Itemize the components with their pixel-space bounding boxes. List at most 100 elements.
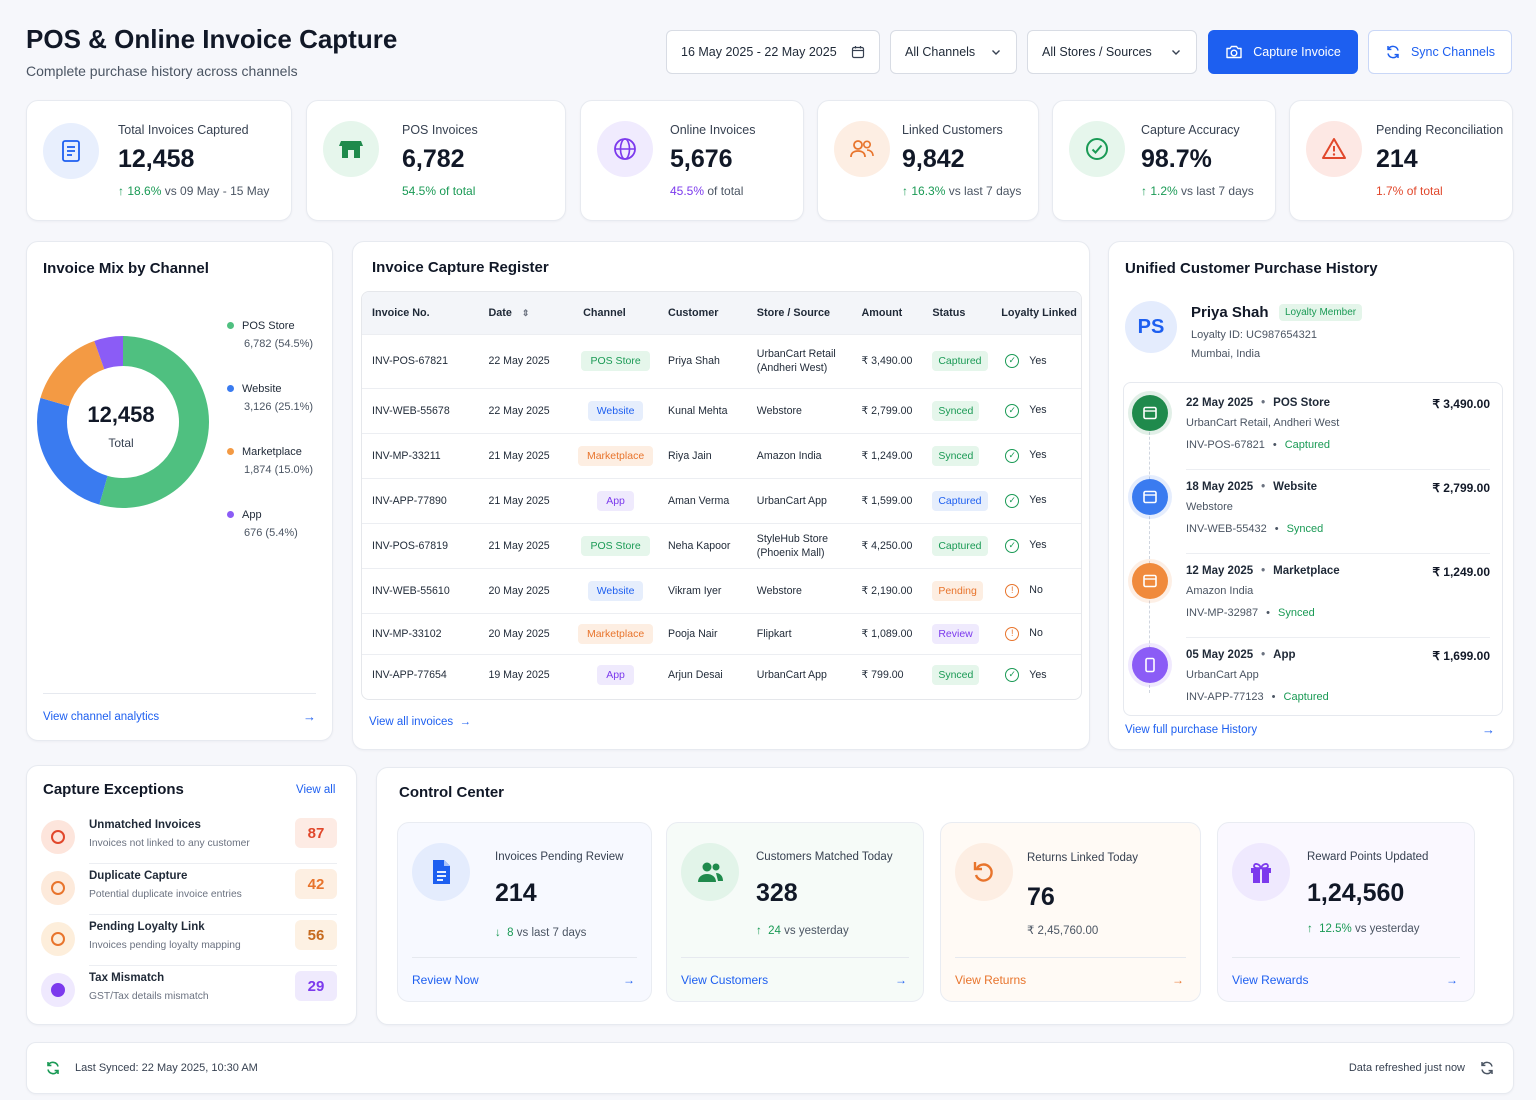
arrow-right-icon[interactable]: → xyxy=(1172,973,1184,987)
kpi-note: 1.7% of total xyxy=(1376,184,1443,198)
column-header-label: Channel xyxy=(583,306,626,319)
exception-title: Pending Loyalty Link xyxy=(89,921,205,933)
column-header: Invoice No. xyxy=(362,292,479,334)
cell-text: INV-POS-67819 xyxy=(372,539,448,552)
view-all-exceptions-link[interactable]: View all xyxy=(296,784,336,796)
arrow-right-icon[interactable]: → xyxy=(895,973,907,987)
sort-icon[interactable]: ⇕ xyxy=(521,307,530,318)
channel-filter[interactable]: All Channels xyxy=(890,30,1017,74)
channel-badge: POS Store xyxy=(581,535,650,556)
cell-text: UrbanCart Retail (Andheri West) xyxy=(756,348,836,374)
table-cell-channel: POS Store xyxy=(573,333,659,388)
table-row[interactable]: INV-WEB-55610 20 May 2025 Website Vikram Iy… xyxy=(362,567,1081,613)
history-invoice: INV-APP-77123 xyxy=(1186,691,1264,703)
loyalty-value: Yes xyxy=(1029,668,1047,681)
table-row[interactable]: INV-MP-33102 20 May 2025 Marketplace Pooja … xyxy=(362,612,1081,654)
card-title: Capture Exceptions xyxy=(43,781,184,798)
kpi-delta: 1.7% xyxy=(1376,184,1404,198)
table-cell-channel: Marketplace xyxy=(573,432,659,478)
history-item[interactable]: 12 May 2025 • Marketplace ₹ 1,249.00 Amazon … xyxy=(1124,563,1502,643)
table-row[interactable]: INV-WEB-55678 22 May 2025 Website Kunal Meh… xyxy=(362,387,1081,433)
capture-invoice-button[interactable]: Capture Invoice xyxy=(1208,30,1358,74)
history-header: 22 May 2025 • POS Store xyxy=(1186,397,1330,409)
view-returns-link[interactable]: View Returns xyxy=(955,973,1027,987)
table-row[interactable]: INV-MP-33211 21 May 2025 Marketplace Riya J… xyxy=(362,432,1081,478)
refresh-icon[interactable] xyxy=(1479,1060,1495,1076)
table-row[interactable]: INV-APP-77654 19 May 2025 App Arjun Desai Ur… xyxy=(362,653,1081,695)
history-item[interactable]: 05 May 2025 • App ₹ 1,699.00 UrbanCart App IN… xyxy=(1124,647,1502,727)
invoice-register-table: Invoice No. Date ⇕ Channel Customer Store / S… xyxy=(361,291,1082,700)
table-row[interactable]: INV-POS-67821 22 May 2025 POS Store Priya S… xyxy=(362,333,1081,388)
view-channel-analytics-link[interactable]: View channel analytics xyxy=(43,711,160,723)
kpi-note: 45.5% of total xyxy=(670,184,743,198)
table-row[interactable]: INV-APP-77890 21 May 2025 App Aman Verma Urb… xyxy=(362,477,1081,523)
control-label: Returns Linked Today xyxy=(1027,852,1139,864)
sync-channels-button[interactable]: Sync Channels xyxy=(1368,30,1512,74)
table-row[interactable]: INV-POS-67819 21 May 2025 POS Store Neha Ka… xyxy=(362,522,1081,568)
table-cell-date: 22 May 2025 xyxy=(478,333,574,388)
history-status: Captured xyxy=(1284,439,1330,451)
cell-text: 21 May 2025 xyxy=(488,539,550,552)
control-card-returns-linked: Returns Linked Today 76 ₹ 2,45,760.00 Vi… xyxy=(940,822,1201,1002)
history-item[interactable]: 18 May 2025 • Website ₹ 2,799.00 Webstore INV… xyxy=(1124,479,1502,559)
exception-subtitle: Invoices pending loyalty mapping xyxy=(89,940,241,951)
exception-subtitle: GST/Tax details mismatch xyxy=(89,991,209,1002)
cell-text: 22 May 2025 xyxy=(488,355,550,367)
table-cell-date: 21 May 2025 xyxy=(478,522,574,568)
exception-item[interactable]: Pending Loyalty Link Invoices pending loy… xyxy=(41,920,341,970)
sync-icon xyxy=(47,1061,59,1075)
exception-item[interactable]: Tax Mismatch GST/Tax details mismatch 29 xyxy=(41,971,341,1021)
table-cell-amount: ₹ 799.00 xyxy=(851,653,923,695)
arrow-right-icon[interactable]: → xyxy=(1482,722,1495,737)
cell-text: INV-APP-77890 xyxy=(372,494,447,507)
channel-badge: Website xyxy=(587,400,644,421)
history-date: 22 May 2025 xyxy=(1186,397,1254,409)
date-range-picker[interactable]: 16 May 2025 - 22 May 2025 xyxy=(666,30,880,74)
table-header-row: Invoice No. Date ⇕ Channel Customer Store / S… xyxy=(362,292,1081,334)
control-value: 1,24,560 xyxy=(1307,879,1405,907)
avatar: PS xyxy=(1125,301,1177,353)
kpi-note: ↑ 18.6% vs 09 May - 15 May xyxy=(118,184,270,198)
check-circle-icon: ✓ xyxy=(1005,403,1020,418)
view-all-invoices-link[interactable]: View all invoices → xyxy=(369,716,472,728)
check-circle-icon: ✓ xyxy=(1005,667,1020,682)
table-cell-inv: INV-APP-77654 xyxy=(362,653,479,695)
cell-text: Riya Jain xyxy=(668,449,712,462)
history-item[interactable]: 22 May 2025 • POS Store ₹ 3,490.00 UrbanCart… xyxy=(1124,395,1502,475)
table-cell-status: Synced xyxy=(922,387,992,433)
table-cell-amount: ₹ 2,799.00 xyxy=(851,387,923,433)
arrow-right-icon[interactable]: → xyxy=(303,709,316,724)
view-full-history-link[interactable]: View full purchase History xyxy=(1125,724,1258,736)
column-header-label: Date xyxy=(488,306,512,319)
legend-name: Website xyxy=(242,383,282,395)
cell-text: Priya Shah xyxy=(668,355,720,367)
arrow-right-icon[interactable]: → xyxy=(1446,973,1458,987)
column-header: Store / Source xyxy=(746,292,852,334)
view-rewards-link[interactable]: View Rewards xyxy=(1232,973,1309,987)
table-cell-channel: Website xyxy=(573,387,659,433)
exception-item[interactable]: Unmatched Invoices Invoices not linked to… xyxy=(41,818,341,868)
sync-channels-label: Sync Channels xyxy=(1410,45,1496,59)
arrow-right-icon[interactable]: → xyxy=(623,973,635,987)
check-circle-icon: ✓ xyxy=(1005,493,1020,508)
exception-item[interactable]: Duplicate Capture Potential duplicate inv… xyxy=(41,869,341,919)
column-header[interactable]: Date ⇕ xyxy=(478,292,574,334)
control-note-text: vs last 7 days xyxy=(516,927,587,939)
globe-icon xyxy=(597,121,653,177)
kpi-value: 6,782 xyxy=(402,145,465,173)
bullet-separator: • xyxy=(1261,397,1266,409)
review-now-link[interactable]: Review Now xyxy=(412,973,479,987)
kpi-delta: 16.3% xyxy=(911,184,946,198)
cell-text: 21 May 2025 xyxy=(488,494,550,507)
table-cell-store: UrbanCart App xyxy=(746,653,852,695)
history-timeline: 22 May 2025 • POS Store ₹ 3,490.00 UrbanCart… xyxy=(1123,382,1503,716)
channel-badge: App xyxy=(597,490,634,511)
view-customers-link[interactable]: View Customers xyxy=(681,973,769,987)
store-filter[interactable]: All Stores / Sources xyxy=(1027,30,1197,74)
legend-swatch xyxy=(227,385,234,393)
exception-subtitle: Potential duplicate invoice entries xyxy=(89,889,242,900)
kpi-pos-invoices: POS Invoices 6,782 54.5% of total xyxy=(306,100,566,221)
legend-detail: 3,126 (25.1%) xyxy=(244,401,314,413)
table-cell-store: StyleHub Store (Phoenix Mall) xyxy=(746,522,852,568)
alert-circle-icon: ! xyxy=(1005,583,1020,598)
